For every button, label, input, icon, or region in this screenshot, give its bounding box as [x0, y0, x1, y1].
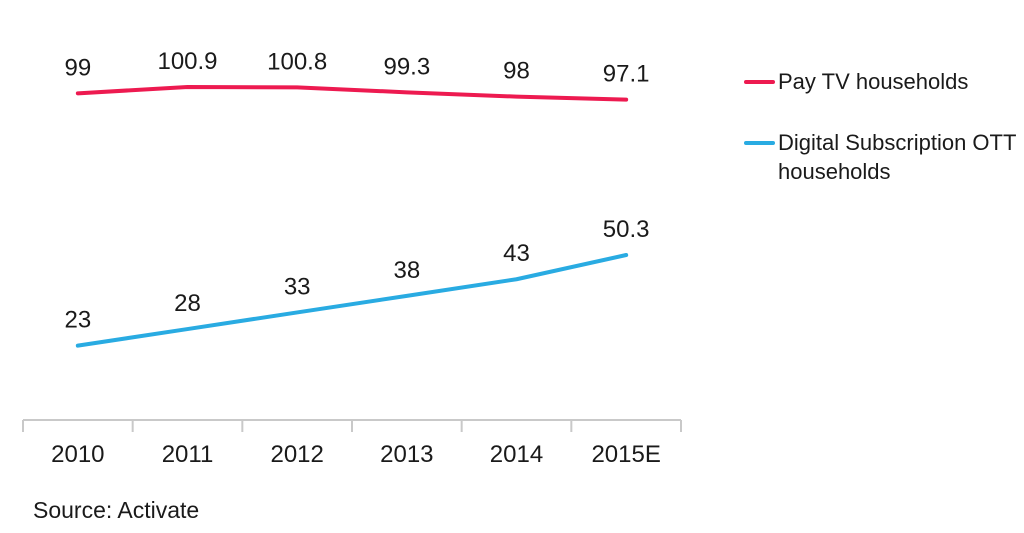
- data-label: 38: [393, 257, 420, 284]
- x-tick-label: 2010: [51, 441, 104, 468]
- x-tick-label: 2011: [162, 441, 214, 468]
- data-label: 99.3: [383, 53, 430, 80]
- data-label: 100.9: [157, 48, 217, 75]
- data-label: 28: [174, 290, 201, 317]
- legend-label: Digital Subscription OTT households: [778, 130, 1017, 184]
- chart-legend: Pay TV households Digital Subscription O…: [744, 67, 1016, 218]
- data-label: 100.8: [267, 48, 327, 75]
- legend-item-ott-households: Digital Subscription OTT households: [744, 128, 1016, 186]
- data-label: 23: [64, 307, 91, 334]
- data-label: 99: [64, 54, 91, 81]
- legend-label: Pay TV households: [778, 69, 969, 94]
- data-label: 97.1: [603, 61, 650, 88]
- legend-item-pay-tv-households: Pay TV households: [744, 67, 1016, 96]
- series-line-digital-subscription-ott-households: [75, 253, 629, 348]
- data-label: 98: [503, 58, 530, 85]
- legend-line-swatch-blue: [744, 141, 775, 145]
- x-tick-label: 2014: [490, 441, 543, 468]
- series-line-pay-tv-households: [75, 85, 629, 102]
- data-label: 43: [503, 240, 530, 267]
- source-note: Source: Activate: [33, 497, 200, 523]
- x-tick-label: 2015E: [591, 441, 660, 468]
- data-label: 50.3: [603, 216, 650, 243]
- x-tick-label: 2012: [270, 441, 323, 468]
- legend-line-swatch-red: [744, 80, 775, 84]
- x-tick-label: 2013: [380, 441, 433, 468]
- data-label: 33: [284, 273, 311, 300]
